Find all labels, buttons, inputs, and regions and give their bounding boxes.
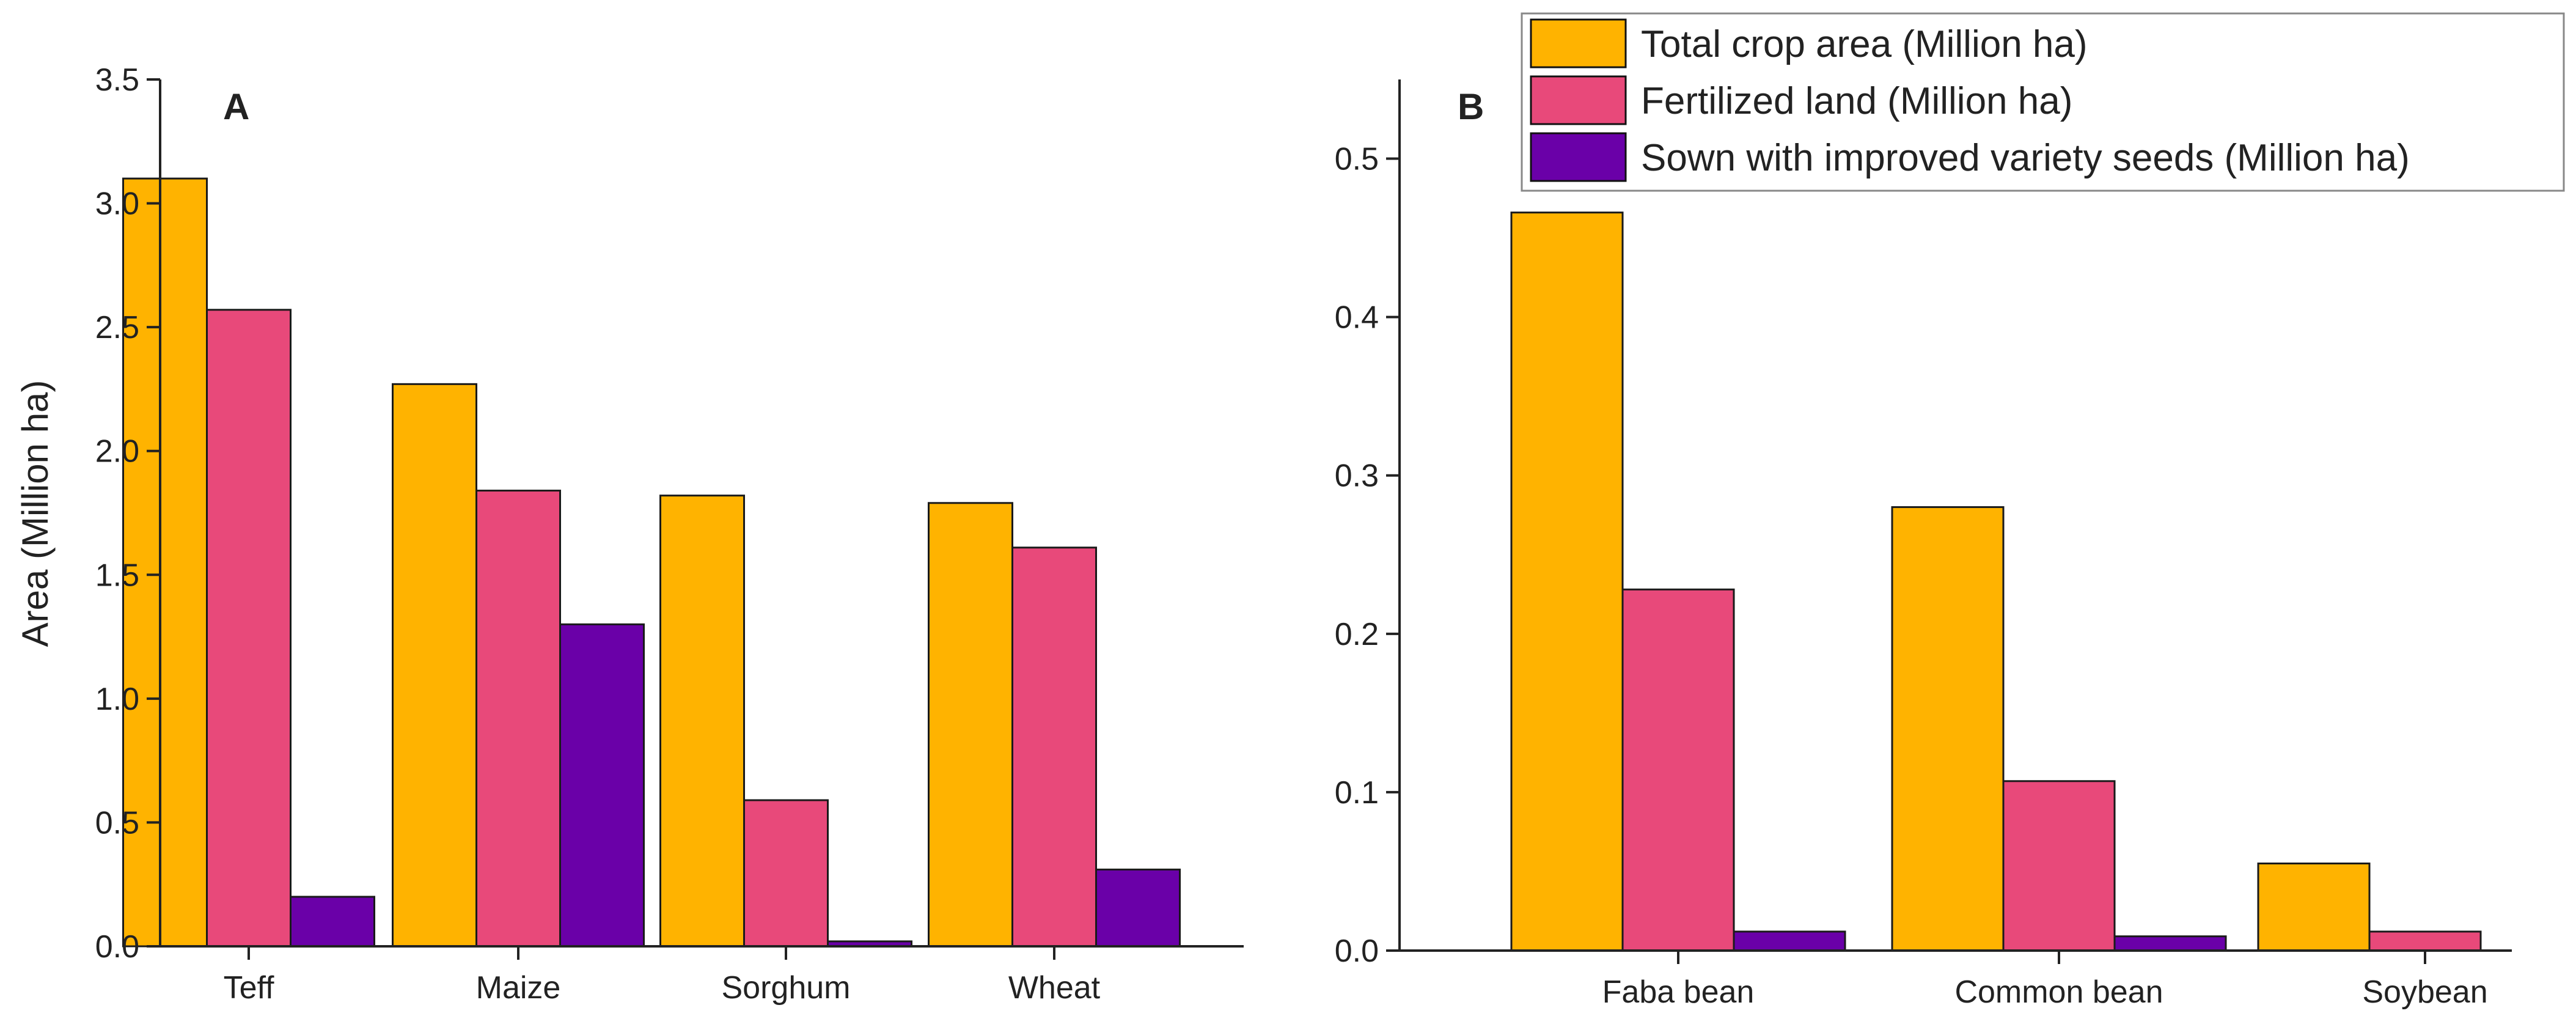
y-tick-label-a-4: 2.0 xyxy=(95,434,139,469)
y-tick-label-a-2: 1.0 xyxy=(95,682,139,717)
bar-a-3-1 xyxy=(1011,547,1097,948)
x-tick-label-a-1: Maize xyxy=(476,970,561,1006)
y-tick-label-a-0: 0.0 xyxy=(95,929,139,965)
x-tick-label-a-2: Sorghum xyxy=(722,970,851,1006)
legend: Total crop area (Million ha) Fertilized … xyxy=(1521,12,2565,192)
y-tick-label-b-2: 0.2 xyxy=(1335,617,1379,652)
legend-label-fertilized: Fertilized land (Million ha) xyxy=(1641,80,2072,122)
legend-label-total: Total crop area (Million ha) xyxy=(1641,23,2088,65)
y-tick-label-b-3: 0.3 xyxy=(1335,458,1379,494)
panel-b-chart: B 0.0 0.1 0.2 0.3 0.4 0.5 Faba bean Common bean… xyxy=(1335,79,2512,1010)
y-tick-label-a-6: 3.0 xyxy=(95,186,139,222)
bar-b-0-0 xyxy=(1510,212,1624,952)
bar-b-2-0 xyxy=(2257,863,2371,952)
bar-a-1-1 xyxy=(475,490,561,948)
bar-b-1-0 xyxy=(1891,506,2005,952)
x-tick-label-b-1: Common bean xyxy=(1954,974,2163,1010)
y-tick-label-b-0: 0.0 xyxy=(1335,933,1379,969)
panel-a-y-axis-title: Area (Million ha) xyxy=(15,380,56,647)
legend-swatch-fertilized xyxy=(1530,75,1627,125)
bar-a-2-1 xyxy=(743,799,829,948)
y-tick-label-a-7: 3.5 xyxy=(95,62,139,98)
bar-a-3-0 xyxy=(928,502,1013,948)
x-tick-label-b-2: Soybean xyxy=(2362,974,2487,1010)
bar-b-0-2 xyxy=(1733,930,1846,952)
bar-a-3-2 xyxy=(1095,868,1181,948)
bar-b-0-1 xyxy=(1621,588,1735,952)
x-tick-label-a-0: Teff xyxy=(224,970,274,1006)
panel-a-chart: A Area (Million ha) 0.0 0.5 1.0 1.5 2.0 2.5 3.… xyxy=(15,62,1244,1006)
legend-swatch-improved xyxy=(1530,132,1627,182)
panel-b-letter: B xyxy=(1458,86,1484,127)
bar-b-2-1 xyxy=(2368,930,2482,952)
x-tick-label-a-3: Wheat xyxy=(1008,970,1101,1006)
bar-b-1-2 xyxy=(2113,935,2227,952)
bar-a-0-2 xyxy=(290,896,375,948)
panel-a-letter: A xyxy=(223,86,249,127)
legend-swatch-total xyxy=(1530,18,1627,68)
y-tick-label-a-1: 0.5 xyxy=(95,805,139,841)
bar-a-1-2 xyxy=(559,623,645,948)
bar-b-1-1 xyxy=(2002,780,2116,952)
bar-a-2-0 xyxy=(659,495,745,948)
bar-a-1-0 xyxy=(392,383,477,948)
y-tick-label-b-1: 0.1 xyxy=(1335,775,1379,811)
y-tick-label-b-5: 0.5 xyxy=(1335,142,1379,177)
bar-a-0-0 xyxy=(122,177,208,948)
x-tick-label-b-0: Faba bean xyxy=(1602,974,1755,1010)
y-tick-label-a-3: 1.5 xyxy=(95,558,139,593)
legend-box xyxy=(1521,12,2565,192)
y-tick-label-b-4: 0.4 xyxy=(1335,300,1379,336)
legend-label-improved: Sown with improved variety seeds (Millio… xyxy=(1641,137,2410,179)
bar-a-0-1 xyxy=(206,309,292,948)
y-tick-label-a-5: 2.5 xyxy=(95,310,139,345)
